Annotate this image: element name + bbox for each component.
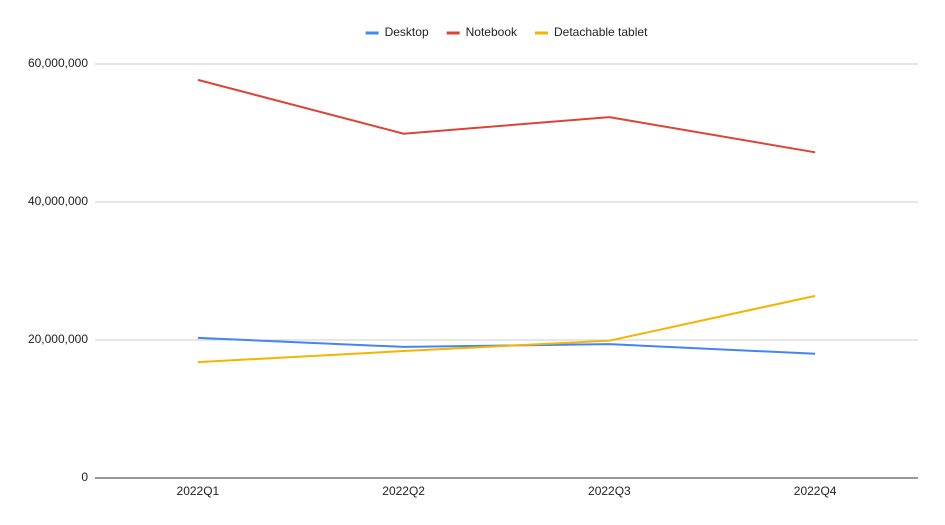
legend-label: Detachable tablet bbox=[554, 25, 648, 39]
series-line bbox=[197, 78, 816, 154]
y-tick-label: 20,000,000 bbox=[28, 332, 88, 346]
x-tick-label: 2022Q4 bbox=[794, 484, 837, 498]
y-tick-label: 40,000,000 bbox=[28, 194, 88, 208]
legend-label: Desktop bbox=[385, 25, 429, 39]
x-tick-label: 2022Q1 bbox=[177, 484, 220, 498]
y-tick-label: 0 bbox=[81, 470, 88, 484]
x-tick-label: 2022Q2 bbox=[382, 484, 425, 498]
x-tick-label: 2022Q3 bbox=[588, 484, 631, 498]
legend-label: Notebook bbox=[466, 25, 518, 39]
series-line bbox=[197, 294, 816, 364]
y-tick-label: 60,000,000 bbox=[28, 56, 88, 70]
